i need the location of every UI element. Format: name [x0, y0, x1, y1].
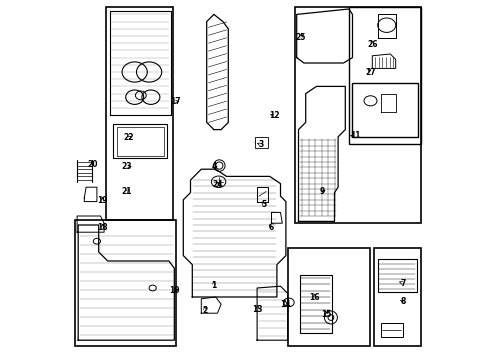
Text: 18: 18 [97, 223, 107, 232]
Bar [299, 275, 331, 333]
Text: 1: 1 [211, 281, 216, 289]
Bar [117, 127, 163, 156]
Text: 26: 26 [367, 40, 378, 49]
Text: 16: 16 [309, 293, 319, 302]
Text: 22: 22 [123, 134, 134, 143]
Text: 6: 6 [267, 223, 273, 232]
Text: 27: 27 [365, 68, 375, 77]
Text: 5: 5 [261, 200, 265, 209]
Bar [351, 83, 418, 137]
Text: 8: 8 [399, 297, 405, 306]
Text: 7: 7 [399, 279, 405, 288]
Text: 2: 2 [202, 306, 207, 315]
Text: 19: 19 [97, 196, 107, 205]
Text: 14: 14 [279, 300, 290, 310]
Text: 4: 4 [211, 162, 216, 171]
Text: 13: 13 [251, 305, 262, 314]
Bar [113, 124, 167, 158]
Bar [255, 137, 268, 148]
Text: 10: 10 [169, 287, 179, 295]
Text: 17: 17 [170, 97, 181, 106]
Bar [381, 323, 402, 337]
Text: 24: 24 [212, 180, 223, 189]
Text: 3: 3 [258, 140, 263, 149]
Text: 11: 11 [349, 131, 360, 140]
Text: 23: 23 [121, 162, 131, 171]
Bar [377, 259, 416, 292]
Text: 21: 21 [121, 187, 131, 196]
Text: 20: 20 [87, 160, 98, 169]
Text: 25: 25 [295, 33, 305, 42]
Text: 9: 9 [319, 187, 324, 196]
Text: 12: 12 [268, 112, 279, 120]
Text: 15: 15 [321, 310, 331, 319]
